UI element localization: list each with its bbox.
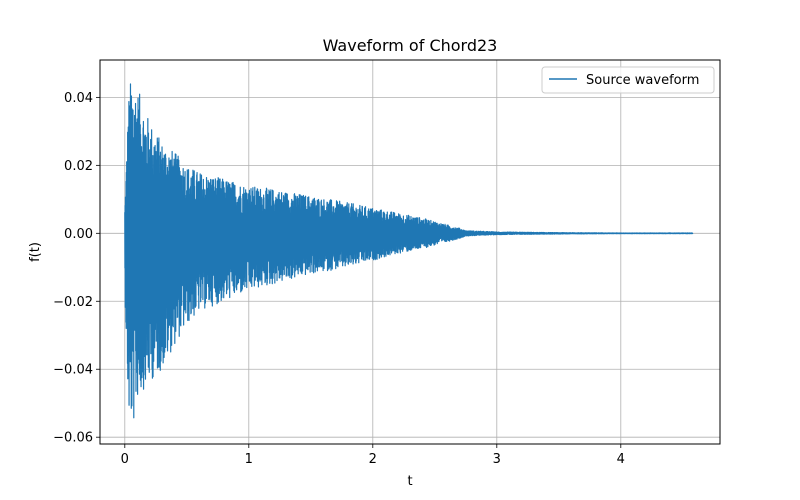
x-tick-label: 1: [245, 452, 253, 467]
y-tick-label: −0.04: [53, 363, 93, 378]
legend: Source waveform: [541, 66, 715, 94]
plot-frame: [99, 59, 721, 445]
x-axis-label: t: [407, 474, 412, 489]
y-axis-label: f(t): [28, 242, 43, 262]
chart-title: Waveform of Chord23: [323, 36, 498, 55]
y-tick-label: −0.06: [53, 431, 93, 446]
ticks: 0 1 2 3 4 −0.06 −0.04 −0.02 0.00 0.02 0.04: [53, 91, 625, 467]
plot-data: [124, 83, 694, 419]
y-tick-label: 0.02: [64, 159, 93, 174]
y-tick-label: 0.00: [64, 227, 93, 242]
x-tick-label: 3: [493, 452, 501, 467]
y-tick-label: −0.02: [53, 295, 93, 310]
legend-box: [541, 66, 715, 94]
legend-label: Source waveform: [586, 73, 699, 88]
x-tick-label: 0: [121, 452, 129, 467]
y-tick-label: 0.04: [64, 91, 93, 106]
waveform-line: [124, 83, 694, 419]
x-tick-label: 4: [617, 452, 625, 467]
x-tick-label: 2: [369, 452, 377, 467]
